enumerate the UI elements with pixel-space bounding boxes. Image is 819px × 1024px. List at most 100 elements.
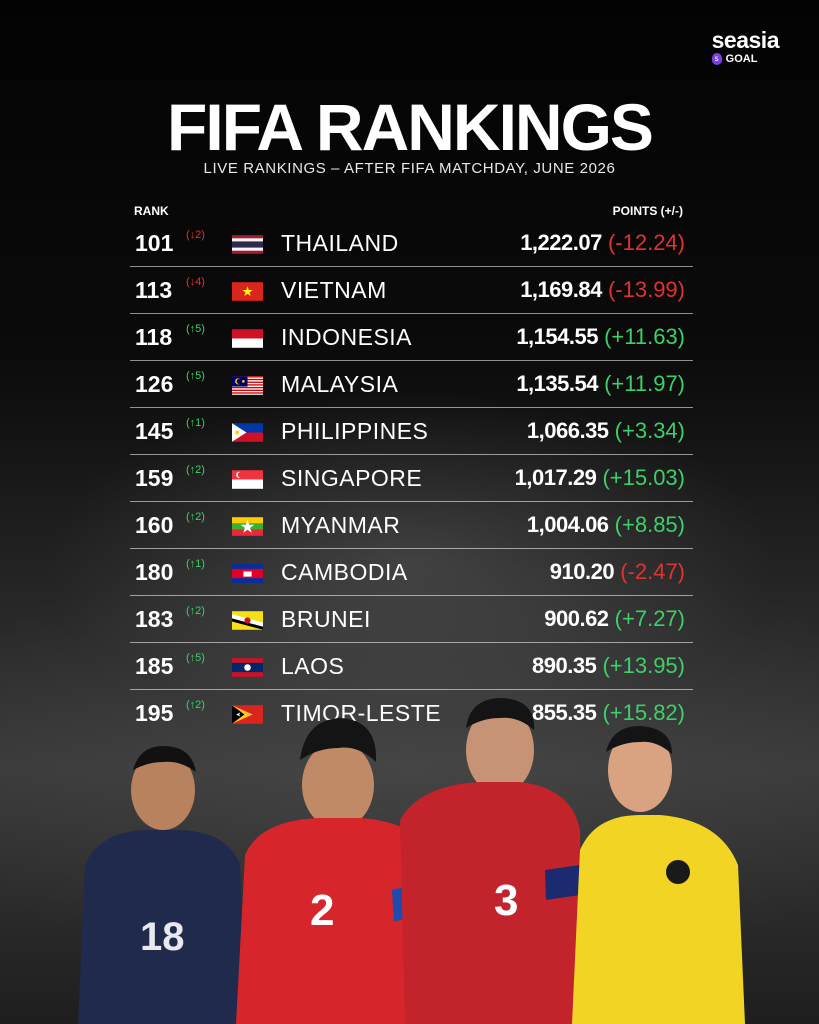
points-cell: 1,135.54 (+11.97) [516, 371, 685, 397]
points-cell: 1,222.07 (-12.24) [520, 230, 685, 256]
points-value: 910.20 [549, 559, 615, 584]
rank-change: (↑1) [186, 417, 205, 429]
points-column-header: POINTS (+/-) [612, 204, 683, 218]
player-indonesia: 3 [400, 698, 584, 1024]
table-row: 185 (↑5) LAOS 890.35 (+13.95) [130, 643, 693, 690]
points-cell: 1,004.06 (+8.85) [527, 512, 685, 538]
table-row: 145 (↑1) PHILIPPINES 1,066.35 (+3.34) [130, 408, 693, 455]
brunei-flag [232, 611, 263, 630]
rank-value: 185 [135, 653, 174, 679]
table-row: 159 (↑2) SINGAPORE 1,017.29 (+15.03) [130, 455, 693, 502]
rank-change: (↑2) [186, 464, 205, 476]
player-number: 3 [494, 876, 518, 925]
points-delta: (+11.97) [604, 371, 685, 396]
country-name: VIETNAM [281, 277, 387, 303]
points-cell: 890.35 (+13.95) [532, 653, 685, 679]
table-row: 118 (↑5) INDONESIA 1,154.55 (+11.63) [130, 314, 693, 361]
table-row: 180 (↑1) CAMBODIA 910.20 (-2.47) [130, 549, 693, 596]
timor-leste-flag [232, 705, 263, 724]
points-cell: 1,169.84 (-13.99) [520, 277, 685, 303]
rank-change: (↑5) [186, 652, 205, 664]
country-name: LAOS [281, 653, 345, 679]
rank-change: (↑2) [186, 605, 205, 617]
points-value: 1,222.07 [520, 230, 602, 255]
points-value: 1,135.54 [516, 371, 598, 396]
points-delta: (+3.34) [614, 418, 685, 443]
points-value: 890.35 [532, 653, 597, 678]
country-name: TIMOR-LESTE [281, 700, 442, 726]
rank-value: 160 [135, 512, 174, 538]
rank-change: (↑5) [186, 323, 205, 335]
rank-change: (↑2) [186, 699, 205, 711]
points-cell: 1,154.55 (+11.63) [516, 324, 685, 350]
rank-change: (↓2) [186, 229, 205, 241]
thailand-flag [232, 235, 263, 254]
table-row: 126 (↑5) MALAYSIA 1,135.54 (+11.97) [130, 361, 693, 408]
points-delta: (+11.63) [604, 324, 685, 349]
table-row: 183 (↑2) BRUNEI 900.62 (+7.27) [130, 596, 693, 643]
points-value: 1,066.35 [526, 418, 609, 443]
points-cell: 855.35 (+15.82) [532, 700, 685, 726]
country-name: INDONESIA [281, 324, 413, 350]
page-subtitle: LIVE RANKINGS – AFTER FIFA MATCHDAY, JUN… [203, 160, 616, 177]
points-cell: 910.20 (-2.47) [550, 559, 685, 585]
singapore-flag [232, 470, 263, 489]
points-delta: (+7.27) [614, 606, 685, 631]
player-malaysia [572, 726, 745, 1024]
vietnam-flag [232, 282, 263, 301]
points-delta: (-2.47) [620, 559, 685, 584]
points-delta: (+15.03) [602, 465, 685, 490]
points-delta: (+15.82) [602, 700, 685, 725]
rank-value: 113 [135, 277, 173, 303]
country-name: CAMBODIA [281, 559, 408, 585]
table-row: 195 (↑2) TIMOR-LESTE 855.35 (+15.82) [130, 690, 693, 736]
points-value: 1,004.06 [526, 512, 609, 537]
rank-column-header: RANK [134, 204, 169, 218]
page-title: FIFA RANKINGS [167, 90, 654, 164]
player-number: 2 [310, 886, 334, 935]
country-name: PHILIPPINES [281, 418, 429, 444]
brand-sub: GOAL [725, 53, 758, 65]
rank-value: 195 [135, 700, 174, 726]
rank-value: 183 [135, 606, 174, 632]
points-value: 1,169.84 [520, 277, 602, 302]
points-delta: (+8.85) [614, 512, 685, 537]
players-illustration: 18 2 3 [78, 698, 745, 1024]
player-number: 18 [140, 915, 185, 959]
brand-badge-icon: s [711, 53, 722, 65]
country-name: MYANMAR [281, 512, 401, 538]
points-cell: 1,066.35 (+3.34) [527, 418, 685, 444]
rank-value: 159 [135, 465, 174, 491]
philippines-flag [232, 423, 263, 442]
points-delta: (-12.24) [607, 230, 685, 255]
rank-change: (↓4) [186, 276, 205, 288]
points-delta: (+13.95) [602, 653, 685, 678]
country-name: BRUNEI [281, 606, 371, 632]
laos-flag [232, 658, 263, 677]
malaysia-flag [232, 376, 263, 395]
country-name: MALAYSIA [281, 371, 399, 397]
brand-logo: seasia s GOAL [711, 27, 780, 65]
rank-value: 180 [135, 559, 174, 585]
points-delta: (-13.99) [607, 277, 685, 302]
rank-value: 101 [135, 230, 174, 256]
table-row: 113 (↓4) VIETNAM 1,169.84 (-13.99) [130, 267, 693, 314]
rank-change: (↑5) [186, 370, 205, 382]
points-cell: 1,017.29 (+15.03) [515, 465, 685, 491]
table-row: 160 (↑2) MYANMAR 1,004.06 (+8.85) [130, 502, 693, 549]
rank-value: 126 [135, 371, 174, 397]
rank-change: (↑1) [186, 558, 205, 570]
table-row: 101 (↓2) THAILAND 1,222.07 (-12.24) [130, 220, 693, 267]
cambodia-flag [232, 564, 263, 583]
points-cell: 900.62 (+7.27) [544, 606, 685, 632]
points-value: 900.62 [544, 606, 609, 631]
rankings-table: 101 (↓2) THAILAND 1,222.07 (-12.24) 113 (↓4) V… [130, 220, 693, 736]
rank-value: 145 [135, 418, 174, 444]
points-value: 1,154.55 [516, 324, 598, 349]
country-name: SINGAPORE [281, 465, 423, 491]
brand-name: seasia [711, 27, 780, 53]
rank-change: (↑2) [186, 511, 205, 523]
points-value: 855.35 [532, 700, 597, 725]
myanmar-flag [232, 517, 263, 536]
points-value: 1,017.29 [514, 465, 597, 490]
